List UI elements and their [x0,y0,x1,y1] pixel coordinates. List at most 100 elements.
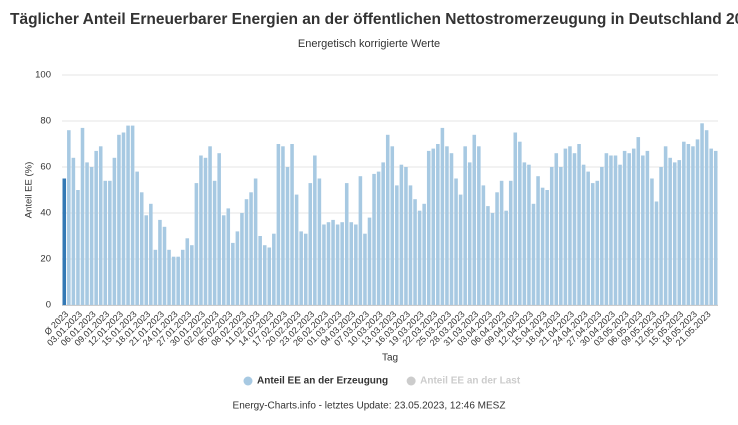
bar [499,180,504,305]
bar [272,233,276,305]
bar [445,146,449,305]
bar [249,192,253,305]
bar [194,183,199,305]
bar [691,146,695,305]
legend-marker [243,376,253,386]
bar [372,173,376,305]
bar [112,157,117,305]
bar [713,150,718,305]
bar [709,148,713,305]
footer: Energy-Charts.info - letztes Update: 23.… [233,401,506,412]
bar [176,256,180,305]
y-tick-label: 80 [40,116,51,127]
bar [171,256,176,305]
bar [672,162,677,305]
bar [477,146,481,305]
bar [240,213,244,305]
bar [577,144,581,305]
bar [139,192,144,305]
bar [422,203,426,305]
bar [549,167,554,305]
bar [604,153,609,305]
bar [508,180,513,305]
bar [440,127,445,306]
bar [212,180,217,305]
bar [358,176,363,305]
bar [454,178,458,305]
bar [340,222,344,305]
bar [504,210,508,305]
bar [158,219,162,305]
bar [135,171,139,305]
legend-label[interactable]: Anteil EE an der Last [420,376,521,387]
bar [467,162,472,305]
bar [180,249,185,305]
bar [490,213,495,305]
bar [641,155,645,305]
bar [390,146,395,305]
bar [331,219,335,305]
bar [545,190,549,305]
bar [253,178,258,305]
chart-title: Täglicher Anteil Erneuerbarer Energien a… [10,11,738,28]
bar [162,226,167,305]
bar [190,245,194,305]
bar [486,206,490,305]
chart-subtitle: Energetisch korrigierte Werte [298,38,440,50]
bar [518,141,522,305]
bar [404,167,408,305]
bar [199,155,203,305]
bar [426,150,431,305]
bar [117,134,121,305]
bar [668,157,672,305]
bar [413,199,417,305]
legend-label[interactable]: Anteil EE an der Erzeugung [257,376,388,387]
bar [85,162,89,305]
bar [126,125,130,305]
bar [108,180,112,305]
bar [244,199,249,305]
y-tick-label: 20 [40,254,51,265]
bar [354,224,358,305]
bar [89,167,94,305]
bar [650,178,654,305]
bar [536,176,540,305]
bar [458,194,463,305]
y-tick-label: 40 [40,208,51,219]
bar [217,153,221,305]
bar [308,183,313,305]
y-tick-label: 0 [46,300,51,311]
bar [322,224,326,305]
y-tick-label: 60 [40,162,51,173]
bar [436,144,440,305]
bar [281,146,285,305]
bar [581,164,586,305]
bar [258,236,262,305]
bar [572,153,577,305]
bar [167,249,171,305]
bar [522,162,527,305]
bar [349,222,354,305]
bar [663,146,668,305]
bar [285,167,290,305]
bar [590,183,595,305]
bar [431,148,436,305]
bar [654,201,659,305]
bar [408,185,413,305]
bar [481,185,486,305]
y-tick-label: 100 [35,70,51,81]
bar [94,150,98,305]
legend-marker [406,376,416,386]
bar [559,167,563,305]
bar [153,249,158,305]
bar [344,183,349,305]
bar [335,224,340,305]
bar [472,134,477,305]
bar [221,215,226,305]
bar [235,231,240,305]
bar [290,144,294,305]
bar [381,162,385,305]
bar [627,153,631,305]
bar [62,178,67,305]
